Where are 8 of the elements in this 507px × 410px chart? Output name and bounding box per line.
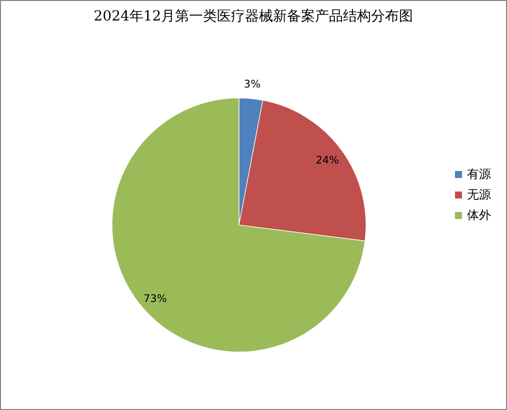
chart-title: 2024年12月第一类医疗器械新备案产品结构分布图 xyxy=(94,8,414,25)
data-label: 73% xyxy=(143,292,167,305)
legend-label: 无源 xyxy=(467,187,491,202)
legend-label: 有源 xyxy=(467,166,491,181)
legend-label: 体外 xyxy=(467,208,491,222)
data-label: 3% xyxy=(244,78,261,91)
data-label: 24% xyxy=(316,154,340,167)
pie-slice xyxy=(112,98,366,352)
